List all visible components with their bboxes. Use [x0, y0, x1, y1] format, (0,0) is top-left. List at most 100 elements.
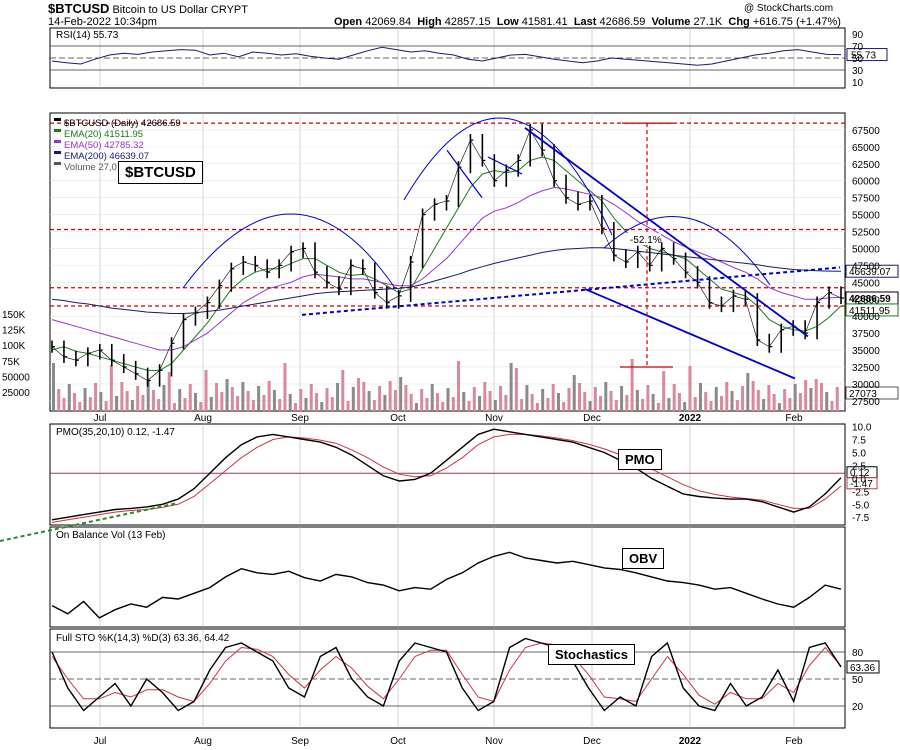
- pmo-y-tick: 10.0: [852, 423, 872, 434]
- volume-bar: [714, 387, 718, 411]
- volume-bar: [267, 381, 271, 411]
- volume-bar: [351, 387, 355, 411]
- overlay-layer: [0, 502, 179, 542]
- volume-bar: [304, 398, 308, 411]
- volume-bar: [467, 401, 471, 411]
- volume-bar: [220, 392, 224, 411]
- volume-bar: [493, 400, 497, 411]
- volume-bar: [299, 389, 303, 411]
- legend-entry: EMA(20) 41511.95: [64, 129, 143, 140]
- volume-bar: [178, 389, 182, 411]
- sto-label: Full STO %K(14,3) %D(3) 63.36, 64.42: [56, 633, 230, 644]
- high-value: 42857.15: [444, 16, 491, 28]
- volume-bar: [725, 382, 729, 411]
- volume-bar: [751, 381, 755, 411]
- volume-bar: [546, 398, 550, 411]
- volume-bar: [804, 380, 808, 411]
- volume-bar: [472, 387, 476, 411]
- price-y-tick: 30000: [852, 380, 880, 391]
- legend-entry: EMA(200) 46639.07: [64, 151, 149, 162]
- volume-bar: [278, 399, 282, 411]
- volume-bar: [756, 390, 760, 411]
- x-tick-label-bottom: 2022: [679, 736, 702, 747]
- volume-bar: [609, 391, 613, 411]
- legend-swatch: [54, 151, 61, 154]
- stochastics-panel: Full STO %K(14,3) %D(3) 63.36, 64.42 63.3…: [50, 633, 880, 712]
- volume-bar: [430, 384, 434, 411]
- volume-bar: [767, 385, 771, 411]
- volume-bar: [625, 395, 629, 411]
- volume-bar: [572, 375, 576, 411]
- x-tick-label-bottom: Jul: [94, 736, 107, 747]
- x-tick-label-top: Dec: [583, 413, 601, 424]
- volume-bar: [520, 399, 524, 411]
- volume-bar: [199, 402, 203, 411]
- price-y-tick: 47500: [852, 261, 880, 272]
- price-y-tick: 60000: [852, 177, 880, 188]
- volume-bar: [599, 396, 603, 411]
- volume-bar: [798, 393, 802, 411]
- x-tick-label-bottom: Sep: [291, 736, 309, 747]
- volume-bar: [109, 365, 113, 411]
- rsi-label: RSI(14) 55.73: [56, 30, 119, 41]
- price-frame: [49, 112, 846, 412]
- volume-bar: [704, 392, 708, 411]
- volume-bar: [57, 389, 61, 411]
- pct-drop-bg: [627, 233, 661, 246]
- legend-entry: Volume 27,0: [64, 162, 117, 173]
- pmo-line: [51, 428, 842, 521]
- volume-bar: [62, 398, 66, 411]
- volume-bar: [194, 393, 198, 411]
- volume-bar: [514, 368, 518, 411]
- volume-bar: [483, 382, 487, 411]
- volume-value-box: [845, 386, 899, 400]
- volume-bar: [325, 388, 329, 411]
- volume-bar: [288, 394, 292, 411]
- price-value-label: 41511.95: [849, 306, 890, 317]
- volume-bar: [309, 384, 313, 411]
- volume-bar: [230, 387, 234, 411]
- volume-bar: [441, 402, 445, 411]
- volume-bar: [630, 359, 634, 411]
- volume-bar: [446, 388, 450, 411]
- legend-swatch: [54, 162, 61, 165]
- volume-y-tick: 25000: [2, 388, 30, 399]
- volume-bar: [262, 395, 266, 411]
- volume-bar: [620, 386, 624, 411]
- pmo-signal-label: -1.47: [850, 479, 873, 490]
- volume-bar: [283, 363, 287, 411]
- ohlc-row: Open 42069.84 High 42857.15 Low 41581.41…: [334, 16, 841, 28]
- legend-swatch: [54, 140, 61, 143]
- price-y-tick: 55000: [852, 211, 880, 222]
- pmo-y-tick: -7.5: [852, 513, 870, 524]
- volume-bar: [435, 393, 439, 411]
- ema-line-2: [51, 247, 842, 314]
- volume-bar: [641, 399, 645, 411]
- volume-bar: [462, 392, 466, 411]
- rsi-y-tick: 30: [852, 66, 864, 77]
- sto-frame: [49, 628, 846, 729]
- volume-bar: [525, 385, 529, 411]
- volume-bar: [83, 388, 87, 411]
- price-value-box: [845, 303, 899, 317]
- price-y-tick: 50000: [852, 244, 880, 255]
- pmo-y-tick: -2.5: [852, 487, 870, 498]
- volume-label: Volume: [651, 16, 691, 28]
- volume-bar: [293, 403, 297, 411]
- price-line: [51, 129, 842, 381]
- volume-y-tick: 75K: [2, 357, 20, 368]
- volume-bar: [735, 400, 739, 411]
- pmo-signal-line: [51, 433, 842, 523]
- price-y-tick: 57500: [852, 194, 880, 205]
- volume-bar: [672, 384, 676, 411]
- symbol-label: $BTCUSD: [48, 1, 110, 16]
- sto-value-box: [846, 660, 880, 674]
- volume-bar: [488, 391, 492, 411]
- x-tick-label-top: Sep: [291, 413, 309, 424]
- rounded-top-arc-3: [603, 216, 771, 286]
- volume-y-tick: 50000: [2, 372, 30, 383]
- volume-bar: [209, 397, 213, 411]
- price-y-tick: 65000: [852, 143, 880, 154]
- volume-bar: [667, 398, 671, 411]
- price-y-tick: 67500: [852, 126, 880, 137]
